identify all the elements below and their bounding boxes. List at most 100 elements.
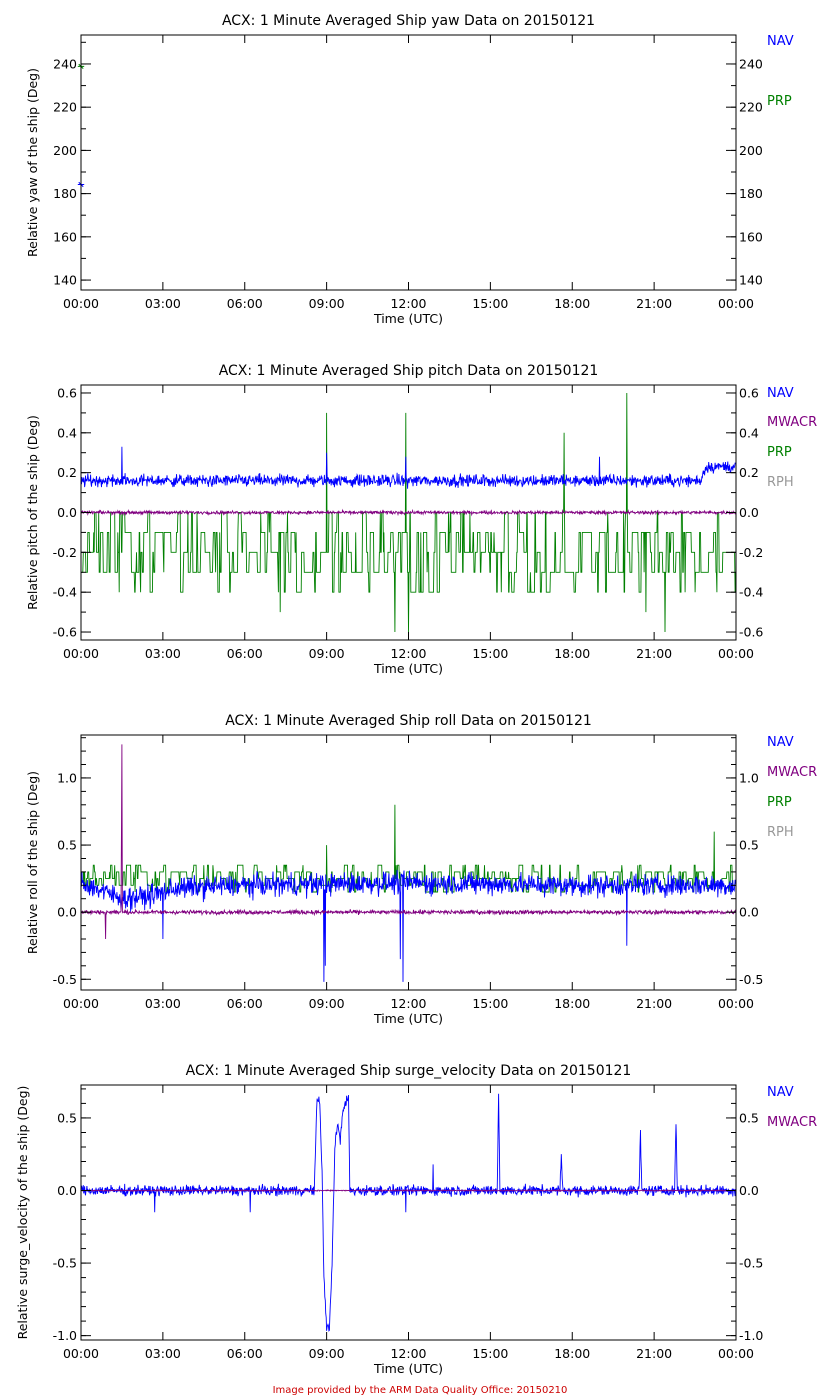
- series-mwacr-line: [80, 744, 736, 940]
- series-prp-line: [81, 392, 736, 633]
- y-tick-label-right: -0.5: [739, 972, 763, 987]
- y-tick-label-right: 0.0: [739, 905, 759, 920]
- y-tick-label-left: 160: [53, 229, 77, 244]
- plot-frame: [80, 1084, 737, 1341]
- x-tick-label: 06:00: [227, 1346, 263, 1361]
- x-tick-label: 09:00: [309, 1346, 345, 1361]
- y-tick-label-right: 0.5: [739, 1110, 759, 1125]
- x-axis-label: Time (UTC): [373, 311, 443, 326]
- y-tick-label-left: 0.5: [57, 838, 77, 853]
- y-tick-label-left: 240: [53, 56, 77, 71]
- series-mwacr-line: [80, 1188, 736, 1193]
- legend: NAV MWACR: [767, 1085, 817, 1130]
- legend: NAV MWACR PRP RPH: [767, 386, 817, 490]
- y-tick-label-left: 180: [53, 186, 77, 201]
- y-tick-label-right: 0.6: [739, 385, 759, 400]
- y-tick-label-right: 160: [739, 229, 763, 244]
- x-axis-label: Time (UTC): [373, 1361, 443, 1376]
- legend-mwacr: MWACR: [767, 415, 817, 430]
- y-axis-label: Relative yaw of the ship (Deg): [25, 68, 40, 257]
- x-tick-label: 15:00: [472, 996, 508, 1011]
- x-tick-label: 15:00: [472, 296, 508, 311]
- x-tick-label: 03:00: [145, 996, 181, 1011]
- y-tick-label-left: -0.6: [53, 625, 77, 640]
- x-tick-label: 21:00: [636, 646, 672, 661]
- chart-title: ACX: 1 Minute Averaged Ship roll Data on…: [225, 713, 592, 729]
- chart-title: ACX: 1 Minute Averaged Ship pitch Data o…: [219, 363, 599, 379]
- y-tick-label-left: 1.0: [57, 770, 77, 785]
- y-tick-label-right: 240: [739, 56, 763, 71]
- y-axis-label: Relative pitch of the ship (Deg): [25, 415, 40, 610]
- y-tick-label-left: 140: [53, 273, 77, 288]
- y-axis-label: Relative roll of the ship (Deg): [25, 771, 40, 954]
- legend-prp: PRP: [767, 94, 792, 109]
- y-tick-label-right: 1.0: [739, 770, 759, 785]
- x-tick-label: 00:00: [718, 296, 754, 311]
- series-mwacr-line: [80, 508, 736, 517]
- chart-panel-4: ACX: 1 Minute Averaged Ship surge_veloci…: [15, 1063, 817, 1376]
- y-tick-label-right: -0.6: [739, 625, 763, 640]
- x-axis-label: Time (UTC): [373, 1011, 443, 1026]
- x-tick-label: 12:00: [390, 1346, 426, 1361]
- x-tick-label: 21:00: [636, 996, 672, 1011]
- y-tick-label-right: -0.2: [739, 545, 763, 560]
- x-tick-label: 00:00: [63, 296, 99, 311]
- y-axis: 140 140 160 160 180 180 200 200 220 220 240 240: [53, 41, 763, 288]
- y-tick-label-left: -0.5: [53, 1256, 77, 1271]
- legend-mwacr: MWACR: [767, 765, 817, 780]
- chart-panel-2: ACX: 1 Minute Averaged Ship pitch Data o…: [25, 363, 817, 676]
- x-tick-label: 03:00: [145, 1346, 181, 1361]
- y-tick-label-left: 0.0: [57, 1183, 77, 1198]
- legend-rph: RPH: [767, 825, 794, 840]
- x-tick-label: 06:00: [227, 646, 263, 661]
- y-tick-label-left: 220: [53, 100, 77, 115]
- x-tick-label: 09:00: [309, 646, 345, 661]
- y-tick-label-left: 0.4: [57, 425, 77, 440]
- x-axis: 00:00 03:00 06:00 09:00 12:00 15:00 18:00 21:00…: [63, 735, 754, 1011]
- y-tick-label-left: -0.5: [53, 972, 77, 987]
- y-axis: -1.0 -1.0 -0.5 -0.5 0.0 0.0 0.5 0.5: [53, 1088, 763, 1343]
- x-tick-label: 12:00: [390, 996, 426, 1011]
- legend-nav: NAV: [767, 34, 794, 49]
- series-nav-line: [80, 446, 736, 489]
- legend-prp: PRP: [767, 795, 792, 810]
- y-axis-label: Relative surge_velocity of the ship (Deg…: [15, 1086, 30, 1340]
- legend-prp: PRP: [767, 445, 792, 460]
- y-tick-label-left: 0.0: [57, 905, 77, 920]
- y-tick-label-left: 0.6: [57, 385, 77, 400]
- chart-panel-3: ACX: 1 Minute Averaged Ship roll Data on…: [25, 713, 817, 1026]
- y-tick-label-right: -0.5: [739, 1256, 763, 1271]
- x-tick-label: 21:00: [636, 1346, 672, 1361]
- legend-mwacr: MWACR: [767, 1115, 817, 1130]
- y-axis: -0.6 -0.6 -0.4 -0.4 -0.2 -0.2 0.0 0.0 0.2 0.2 0.4 0…: [53, 385, 764, 639]
- legend: NAV MWACR PRP RPH: [767, 735, 817, 840]
- plot-data: [80, 744, 736, 982]
- series-nav-line: [80, 869, 736, 982]
- x-tick-label: 15:00: [472, 1346, 508, 1361]
- y-tick-label-right: -0.4: [739, 585, 763, 600]
- legend-nav: NAV: [767, 386, 794, 401]
- chart-title: ACX: 1 Minute Averaged Ship yaw Data on …: [222, 13, 595, 29]
- x-axis: 00:00 03:00 06:00 09:00 12:00 15:00 18:00 21:00…: [63, 385, 754, 661]
- y-tick-label-left: 0.5: [57, 1110, 77, 1125]
- x-tick-label: 06:00: [227, 996, 263, 1011]
- plot-data: [80, 392, 736, 633]
- x-tick-label: 18:00: [554, 646, 590, 661]
- plot-data: [80, 1093, 736, 1332]
- x-tick-label: 03:00: [145, 296, 181, 311]
- legend: NAV PRP: [767, 34, 794, 109]
- y-tick-label-right: 220: [739, 100, 763, 115]
- footer-credit: Image provided by the ARM Data Quality O…: [273, 1385, 568, 1396]
- y-axis: -0.5 -0.5 0.0 0.0 0.5 0.5 1.0 1.0: [53, 737, 763, 987]
- series-nav-line: [80, 1093, 736, 1332]
- plot-frame: [80, 734, 737, 991]
- y-tick-label-left: 0.0: [57, 505, 77, 520]
- y-tick-label-right: 0.0: [739, 505, 759, 520]
- x-tick-label: 09:00: [309, 296, 345, 311]
- x-tick-label: 18:00: [554, 996, 590, 1011]
- x-axis: 00:00 03:00 06:00 09:00 12:00 15:00 18:00 21:00…: [63, 35, 754, 311]
- legend-rph: RPH: [767, 475, 794, 490]
- x-tick-label: 00:00: [63, 1346, 99, 1361]
- y-tick-label-left: -0.4: [53, 585, 77, 600]
